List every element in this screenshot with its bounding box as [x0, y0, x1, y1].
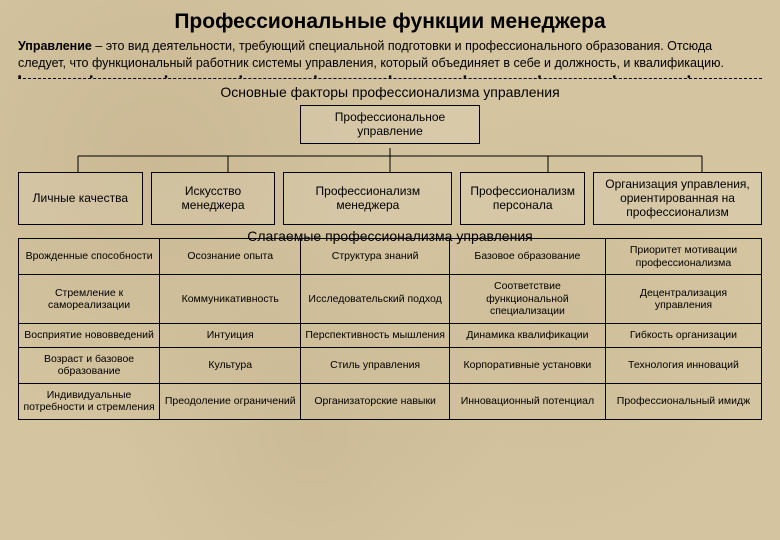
table-cell: Коммуникативность	[160, 275, 301, 324]
page-title: Профессиональные функции менеджера	[18, 10, 762, 34]
table-cell: Культура	[160, 347, 301, 383]
intro-text: – это вид деятельности, требующий специа…	[18, 39, 724, 70]
table-cell: Преодоление ограничений	[160, 383, 301, 419]
table-cell: Восприятие нововведений	[19, 324, 160, 348]
table-cell: Интуиция	[160, 324, 301, 348]
root-node: Профессиональное управление	[300, 105, 480, 144]
table-cell: Профессиональный имидж	[605, 383, 761, 419]
tree-node: Профессионализм менеджера	[283, 172, 452, 225]
table-cell: Структура знаний	[301, 239, 450, 275]
table-row: Стремление к самореализацииКоммуникативн…	[19, 275, 762, 324]
section-heading: Основные факторы профессионализма управл…	[18, 84, 762, 100]
table-cell: Базовое образование	[449, 239, 605, 275]
table-cell: Гибкость организации	[605, 324, 761, 348]
table-cell: Инновационный потенциал	[449, 383, 605, 419]
components-table: Врожденные способностиОсознание опытаСтр…	[18, 238, 762, 420]
tree-node: Личные качества	[18, 172, 143, 225]
table-cell: Осознание опыта	[160, 239, 301, 275]
tree-node: Искусство менеджера	[151, 172, 276, 225]
intro-term: Управление	[18, 39, 92, 53]
table-cell: Технология инноваций	[605, 347, 761, 383]
table-cell: Децентрализация управления	[605, 275, 761, 324]
table-cell: Стремление к самореализации	[19, 275, 160, 324]
table-row: Восприятие нововведенийИнтуицияПерспекти…	[19, 324, 762, 348]
table-cell: Организаторские навыки	[301, 383, 450, 419]
tree-node: Организация управления, ориентированная …	[593, 172, 762, 225]
table-cell: Корпоративные установки	[449, 347, 605, 383]
table-cell: Динамика квалификации	[449, 324, 605, 348]
table-cell: Исследовательский подход	[301, 275, 450, 324]
tree-connector	[18, 148, 762, 172]
table-cell: Соответствие функциональной специализаци…	[449, 275, 605, 324]
intro-paragraph: Управление – это вид деятельности, требу…	[18, 38, 762, 72]
table-cell: Возраст и базовое образование	[19, 347, 160, 383]
tree-children-row: Личные качества Искусство менеджера Проф…	[18, 172, 762, 225]
table-row: Врожденные способностиОсознание опытаСтр…	[19, 239, 762, 275]
table-cell: Перспективность мышления	[301, 324, 450, 348]
divider-line: ■■■■■■■■■	[18, 78, 762, 79]
table-row: Индивидуальные потребности и стремленияП…	[19, 383, 762, 419]
table-cell: Врожденные способности	[19, 239, 160, 275]
tree-node: Профессионализм персонала	[460, 172, 585, 225]
table-cell: Приоритет мотивации профессионализма	[605, 239, 761, 275]
table-row: Возраст и базовое образованиеКультураСти…	[19, 347, 762, 383]
table-cell: Стиль управления	[301, 347, 450, 383]
table-cell: Индивидуальные потребности и стремления	[19, 383, 160, 419]
slide: Профессиональные функции менеджера Управ…	[0, 0, 780, 540]
